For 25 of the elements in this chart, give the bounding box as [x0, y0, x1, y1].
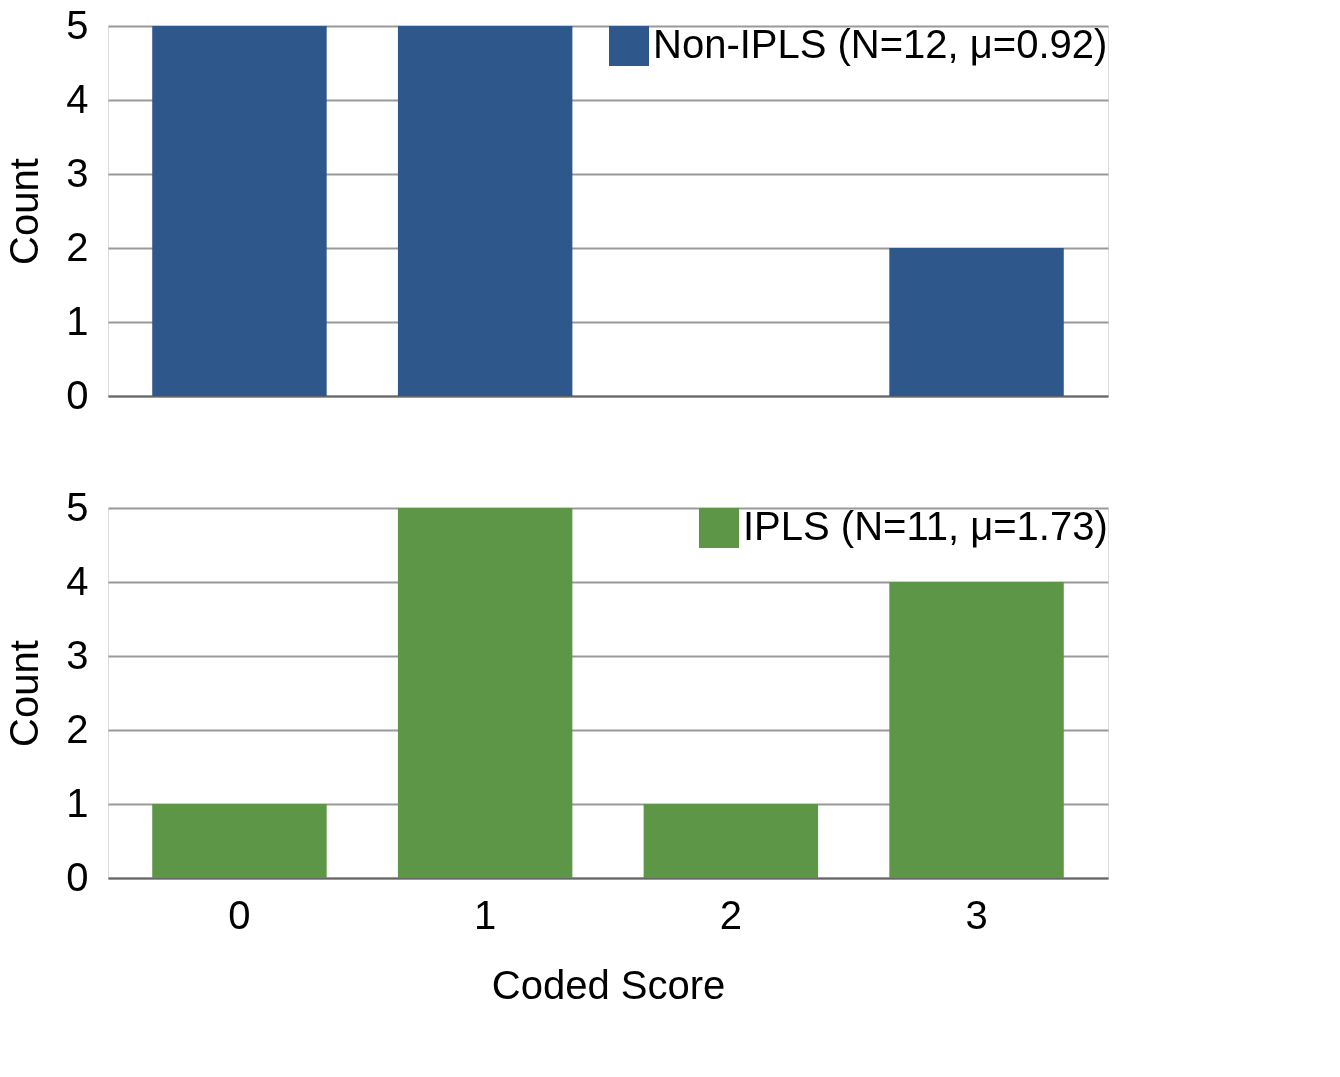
- y-tick-label: 4: [66, 558, 89, 603]
- y-tick-label: 2: [66, 224, 89, 269]
- x-tick-label: 1: [474, 892, 497, 937]
- y-axis-title: Count: [2, 158, 47, 265]
- y-tick-label: 5: [66, 2, 89, 47]
- y-tick-label: 0: [66, 854, 89, 899]
- y-tick-label: 2: [66, 706, 89, 751]
- bar: [397, 508, 573, 878]
- legend-label: Non-IPLS (N=12, μ=0.92): [653, 22, 1108, 66]
- x-axis-title: Coded Score: [491, 962, 726, 1007]
- x-tick-label: 2: [719, 892, 742, 937]
- y-tick-label: 3: [66, 150, 89, 195]
- y-tick-label: 4: [66, 76, 89, 121]
- y-tick-label: 1: [66, 298, 89, 343]
- y-tick-label: 1: [66, 780, 89, 825]
- x-tick-label: 0: [228, 892, 251, 937]
- legend-label: IPLS (N=11, μ=1.73): [743, 504, 1108, 548]
- y-tick-label: 3: [66, 632, 89, 677]
- y-tick-label: 0: [66, 372, 89, 417]
- bar: [889, 582, 1064, 878]
- x-tick-label: 3: [965, 892, 988, 937]
- y-tick-label: 5: [66, 484, 89, 529]
- y-axis-title: Count: [2, 640, 47, 747]
- bar: [643, 804, 819, 878]
- bar: [152, 804, 327, 878]
